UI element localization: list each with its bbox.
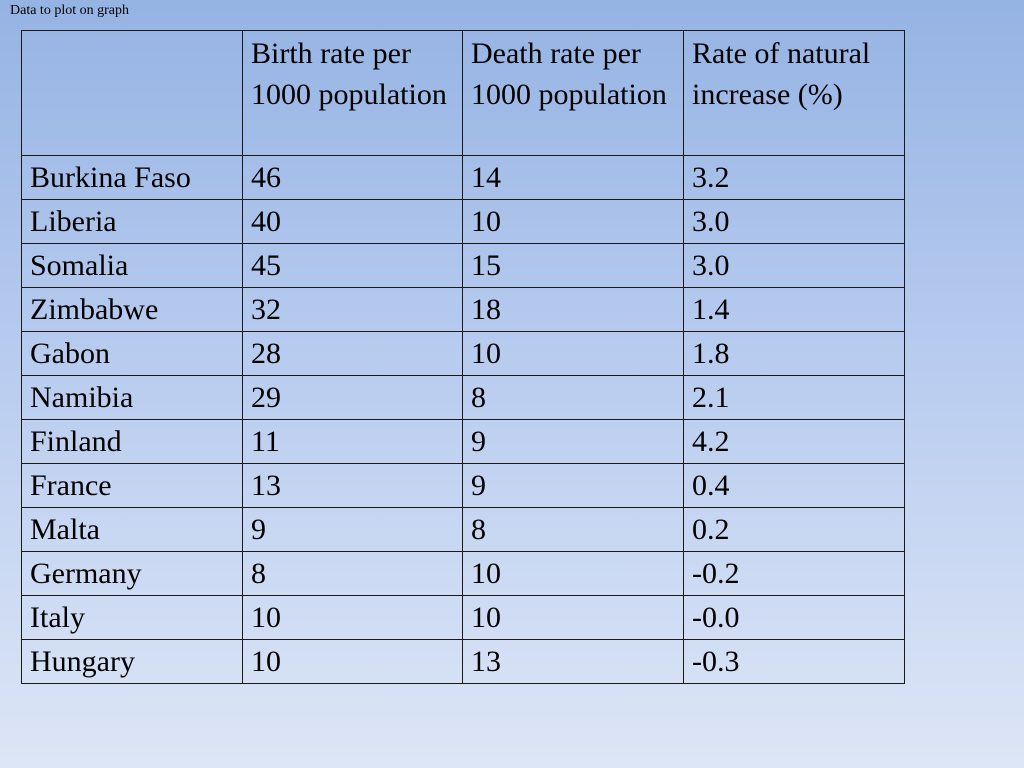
table-row: Somalia 45 15 3.0 [21, 243, 905, 288]
table-header: Birth rate per 1000 population Death rat… [21, 30, 905, 156]
country-cell: Somalia [21, 243, 243, 288]
country-cell: Germany [21, 551, 243, 596]
country-cell: Gabon [21, 331, 243, 376]
country-cell: Liberia [21, 199, 243, 244]
natural-increase-cell: 0.4 [683, 463, 905, 508]
natural-increase-cell: -0.2 [683, 551, 905, 596]
country-cell: Hungary [21, 639, 243, 684]
birth-rate-cell: 8 [242, 551, 463, 596]
table-row: Malta 9 8 0.2 [21, 507, 905, 552]
table-row: Hungary 10 13 -0.3 [21, 639, 905, 684]
natural-increase-cell: -0.0 [683, 595, 905, 640]
natural-increase-cell: 3.2 [683, 155, 905, 200]
birth-rate-cell: 11 [242, 419, 463, 464]
natural-increase-cell: 2.1 [683, 375, 905, 420]
country-cell: Burkina Faso [21, 155, 243, 200]
birth-rate-cell: 10 [242, 639, 463, 684]
country-cell: Zimbabwe [21, 287, 243, 332]
death-rate-cell: 10 [462, 331, 684, 376]
birth-rate-cell: 46 [242, 155, 463, 200]
death-rate-cell: 10 [462, 199, 684, 244]
natural-increase-cell: 3.0 [683, 199, 905, 244]
table-row: Germany 8 10 -0.2 [21, 551, 905, 596]
death-rate-cell: 14 [462, 155, 684, 200]
header-cell-birth-rate: Birth rate per 1000 population [242, 30, 463, 156]
death-rate-cell: 9 [462, 419, 684, 464]
birth-rate-cell: 9 [242, 507, 463, 552]
table-body: Burkina Faso 46 14 3.2 Liberia 40 10 3.0 Somalia… [21, 155, 905, 684]
death-rate-cell: 13 [462, 639, 684, 684]
natural-increase-cell: 1.8 [683, 331, 905, 376]
death-rate-cell: 10 [462, 595, 684, 640]
birth-rate-cell: 45 [242, 243, 463, 288]
natural-increase-cell: 3.0 [683, 243, 905, 288]
birth-rate-cell: 32 [242, 287, 463, 332]
header-cell-death-rate: Death rate per 1000 population [462, 30, 684, 156]
table-row: Zimbabwe 32 18 1.4 [21, 287, 905, 332]
death-rate-cell: 18 [462, 287, 684, 332]
country-cell: Finland [21, 419, 243, 464]
table-row: Liberia 40 10 3.0 [21, 199, 905, 244]
table-row: Namibia 29 8 2.1 [21, 375, 905, 420]
natural-increase-cell: 0.2 [683, 507, 905, 552]
death-rate-cell: 8 [462, 507, 684, 552]
death-rate-cell: 15 [462, 243, 684, 288]
data-table: Birth rate per 1000 population Death rat… [21, 30, 905, 684]
country-cell: Malta [21, 507, 243, 552]
country-cell: Namibia [21, 375, 243, 420]
table-row: Gabon 28 10 1.8 [21, 331, 905, 376]
header-row: Birth rate per 1000 population Death rat… [21, 30, 905, 156]
header-cell-natural-increase: Rate of natural increase (%) [683, 30, 905, 156]
table-row: Burkina Faso 46 14 3.2 [21, 155, 905, 200]
table-row: Italy 10 10 -0.0 [21, 595, 905, 640]
natural-increase-cell: 1.4 [683, 287, 905, 332]
birth-rate-cell: 40 [242, 199, 463, 244]
table-row: Finland 11 9 4.2 [21, 419, 905, 464]
birth-rate-cell: 13 [242, 463, 463, 508]
country-cell: Italy [21, 595, 243, 640]
country-cell: France [21, 463, 243, 508]
birth-rate-cell: 29 [242, 375, 463, 420]
natural-increase-cell: -0.3 [683, 639, 905, 684]
birth-rate-cell: 10 [242, 595, 463, 640]
table-row: France 13 9 0.4 [21, 463, 905, 508]
death-rate-cell: 8 [462, 375, 684, 420]
birth-rate-cell: 28 [242, 331, 463, 376]
header-cell-country [21, 30, 243, 156]
death-rate-cell: 10 [462, 551, 684, 596]
slide-caption: Data to plot on graph [10, 3, 129, 18]
death-rate-cell: 9 [462, 463, 684, 508]
natural-increase-cell: 4.2 [683, 419, 905, 464]
